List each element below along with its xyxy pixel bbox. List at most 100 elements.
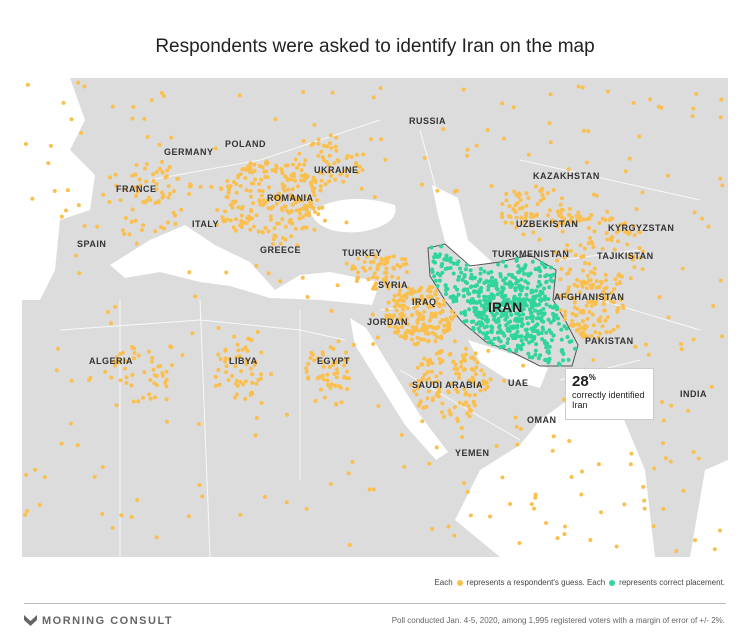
guess-dot [403, 331, 408, 336]
guess-dot [327, 169, 332, 174]
guess-dot [246, 336, 251, 341]
guess-dot [389, 282, 394, 287]
guess-dot [274, 165, 279, 170]
correct-dot [523, 279, 528, 284]
guess-dot [362, 259, 367, 264]
guess-dot [426, 389, 431, 394]
guess-dot [474, 143, 479, 148]
guess-dot [225, 195, 230, 200]
guess-dot [154, 187, 159, 192]
guess-dot [384, 307, 389, 312]
guess-dot [336, 159, 341, 164]
guess-dot [224, 270, 229, 275]
guess-dot [579, 255, 584, 260]
guess-dot [392, 324, 397, 329]
guess-dot [640, 249, 645, 254]
guess-dot [414, 342, 419, 347]
guess-dot [334, 375, 339, 380]
guess-dot [243, 345, 248, 350]
guess-dot [228, 218, 233, 223]
guess-dot [312, 358, 317, 363]
guess-dot [462, 387, 467, 392]
guess-dot [579, 492, 584, 497]
guess-dot [124, 380, 129, 385]
correct-dot [466, 299, 471, 304]
guess-dot [271, 237, 276, 242]
guess-dot [538, 198, 543, 203]
guess-dot [426, 303, 431, 308]
guess-dot [33, 467, 38, 472]
correct-dot [508, 284, 513, 289]
guess-dot [217, 382, 222, 387]
guess-dot [293, 226, 298, 231]
guess-dot [583, 261, 588, 266]
guess-dot [395, 317, 400, 322]
guess-dot [256, 181, 261, 186]
guess-dot [433, 314, 438, 319]
guess-dot [504, 198, 509, 203]
guess-dot [320, 155, 325, 160]
guess-dot [240, 204, 245, 209]
correct-dot [490, 342, 495, 347]
guess-dot [628, 462, 633, 467]
guess-dot [274, 201, 279, 206]
guess-dot [533, 495, 538, 500]
guess-dot [605, 89, 610, 94]
correct-dot [482, 309, 487, 314]
correct-dot [533, 348, 538, 353]
guess-dot [141, 223, 146, 228]
guess-dot [368, 260, 373, 265]
guess-dot [406, 286, 411, 291]
guess-dot [305, 203, 310, 208]
guess-dot [595, 294, 600, 299]
guess-dot [632, 265, 637, 270]
guess-dot [457, 371, 462, 376]
correct-dot [472, 309, 477, 314]
correct-dot [525, 333, 530, 338]
guess-dot [410, 291, 415, 296]
guess-dot [320, 171, 325, 176]
guess-dot [257, 188, 262, 193]
guess-dot [575, 306, 580, 311]
guess-dot [636, 229, 641, 234]
guess-dot [243, 175, 248, 180]
guess-dot [555, 536, 560, 541]
guess-dot [141, 199, 146, 204]
guess-dot [584, 303, 589, 308]
guess-dot [165, 220, 170, 225]
guess-dot [442, 302, 447, 307]
correct-dot [511, 324, 516, 329]
guess-dot [488, 377, 493, 382]
guess-dot [150, 355, 155, 360]
guess-dot [284, 500, 289, 505]
correct-dot [499, 344, 504, 349]
label-italy: ITALY [192, 219, 220, 229]
bay-of-bengal [690, 460, 728, 557]
guess-dot [589, 286, 594, 291]
guess-dot [253, 433, 258, 438]
guess-dot [637, 246, 642, 251]
correct-dot [438, 273, 443, 278]
guess-dot [430, 361, 435, 366]
guess-dot [720, 334, 725, 339]
guess-dot [323, 182, 328, 187]
guess-dot [472, 403, 477, 408]
guess-dot [415, 365, 420, 370]
guess-dot [371, 259, 376, 264]
guess-dot [616, 305, 621, 310]
guess-dot [551, 187, 556, 192]
label-romania: ROMANIA [267, 193, 314, 203]
label-poland: POLAND [225, 139, 266, 149]
correct-dot [483, 336, 488, 341]
guess-dot [421, 328, 426, 333]
guess-dot [413, 289, 418, 294]
guess-dot [474, 365, 479, 370]
guess-dot [401, 262, 406, 267]
guess-dot [663, 456, 668, 461]
guess-dot [337, 384, 342, 389]
guess-dot [105, 309, 110, 314]
guess-dot [426, 294, 431, 299]
correct-dot [515, 329, 520, 334]
guess-dot [153, 229, 158, 234]
guess-dot [433, 311, 438, 316]
